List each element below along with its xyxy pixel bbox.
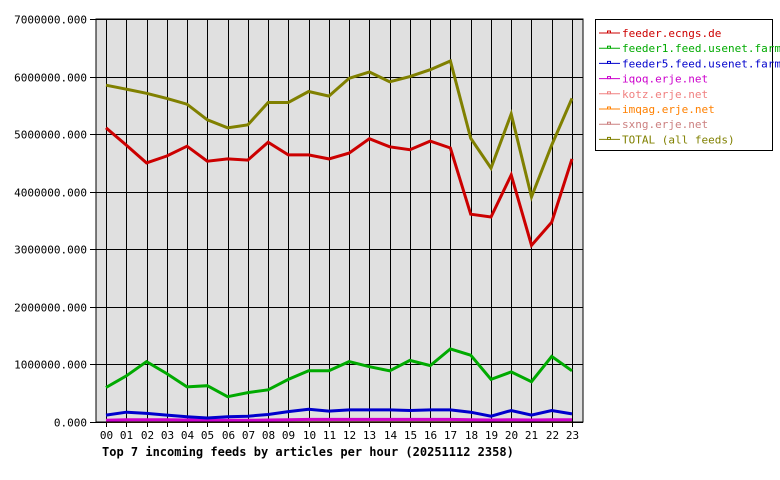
legend-marker-icon — [607, 30, 611, 34]
legend-label: imqag.erje.net — [622, 103, 715, 116]
plot-frame — [95, 18, 584, 423]
x-tick-label: 00 — [100, 429, 113, 442]
legend-item: sxng.erje.net — [599, 118, 708, 131]
legend-marker-icon — [607, 76, 611, 80]
x-tick-label: 07 — [242, 429, 255, 442]
x-tick-label: 19 — [485, 429, 498, 442]
y-tick-label: 3000000.000 — [14, 244, 87, 257]
legend-item: TOTAL (all feeds) — [599, 133, 735, 146]
legend: feeder.ecngs.de feeder1.feed.usenet.farm f… — [595, 19, 780, 151]
data-series — [105, 58, 574, 423]
legend-label: sxng.erje.net — [622, 118, 708, 131]
x-tick-label: 14 — [384, 429, 398, 442]
y-axis: 0.000 1000000.000 2000000.000 3000000.000 40… — [14, 14, 96, 430]
y-tick-label: 1000000.000 — [14, 359, 87, 372]
legend-item: feeder1.feed.usenet.farm — [599, 42, 780, 55]
x-tick-label: 16 — [424, 429, 437, 442]
series-line-feeder-ecngs-de — [105, 126, 574, 249]
x-tick-label: 04 — [181, 429, 195, 442]
legend-marker-icon — [607, 136, 611, 140]
x-tick-label: 01 — [120, 429, 133, 442]
y-tick-label: 4000000.000 — [14, 187, 87, 200]
y-tick-label: 7000000.000 — [14, 14, 87, 27]
x-tick-label: 17 — [444, 429, 457, 442]
legend-item: feeder5.feed.usenet.farm — [599, 57, 780, 70]
x-tick-label: 20 — [505, 429, 518, 442]
x-tick-label: 02 — [141, 429, 154, 442]
legend-label: feeder1.feed.usenet.farm — [622, 42, 780, 55]
legend-item: iqoq.erje.net — [599, 73, 708, 86]
y-tick-label: 6000000.000 — [14, 72, 87, 85]
legend-label: TOTAL (all feeds) — [622, 133, 735, 146]
series-line-feeder1-feed-usenet-farm — [105, 347, 573, 399]
series-line-feeder5-feed-usenet-farm — [105, 407, 573, 420]
legend-label: iqoq.erje.net — [622, 73, 708, 86]
x-tick-label: 06 — [222, 429, 235, 442]
legend-box — [595, 19, 773, 151]
x-tick-label: 11 — [323, 429, 336, 442]
x-tick-label: 23 — [566, 429, 579, 442]
x-axis: 00 01 02 03 04 05 06 07 08 09 10 11 12 13 14 15 16 17 18 19… — [100, 422, 579, 442]
legend-item: feeder.ecngs.de — [599, 27, 721, 40]
x-tick-label: 05 — [201, 429, 214, 442]
legend-marker-icon — [607, 106, 611, 110]
legend-marker-icon — [607, 121, 611, 125]
legend-marker-icon — [607, 60, 611, 64]
series-line-total-all-feeds- — [105, 58, 574, 202]
y-tick-label: 5000000.000 — [14, 129, 87, 142]
legend-item: imqag.erje.net — [599, 103, 715, 116]
x-tick-label: 21 — [525, 429, 538, 442]
legend-label: kotz.erje.net — [622, 88, 708, 101]
x-tick-label: 03 — [161, 429, 174, 442]
x-tick-label: 08 — [262, 429, 275, 442]
series-line-iqoq-erje-net — [105, 417, 572, 422]
x-tick-label: 13 — [363, 429, 376, 442]
x-tick-label: 18 — [465, 429, 478, 442]
x-tick-label: 15 — [404, 429, 417, 442]
plot-area — [96, 19, 583, 422]
legend-marker-icon — [607, 91, 611, 95]
legend-item: kotz.erje.net — [599, 88, 708, 101]
legend-label: feeder5.feed.usenet.farm — [622, 57, 780, 70]
legend-label: feeder.ecngs.de — [622, 27, 721, 40]
x-tick-label: 12 — [343, 429, 356, 442]
y-tick-label: 0.000 — [54, 417, 87, 430]
x-tick-label: 22 — [546, 429, 559, 442]
x-tick-label: 10 — [303, 429, 316, 442]
chart-title: Top 7 incoming feeds by articles per hou… — [102, 445, 514, 459]
x-tick-label: 09 — [282, 429, 295, 442]
y-tick-label: 2000000.000 — [14, 302, 87, 315]
legend-marker-icon — [607, 45, 611, 49]
